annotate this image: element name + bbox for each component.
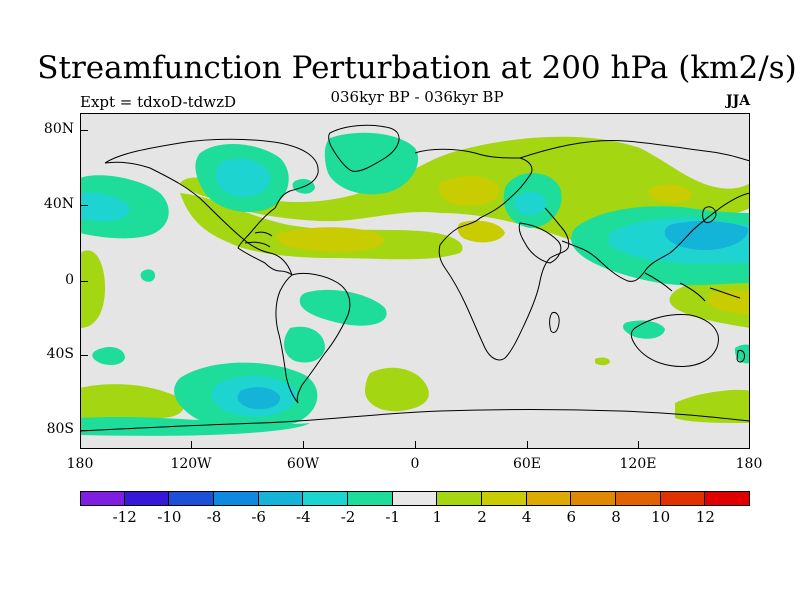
lon-label-0: 0 [410, 456, 420, 472]
contour-p2-mediterranean [457, 220, 505, 243]
coast-madagascar [549, 312, 560, 334]
contour-p1-west [80, 250, 105, 328]
contour-p2-australia [708, 290, 750, 315]
lat-tick [80, 205, 88, 206]
colorbar-label: 1 [432, 508, 443, 526]
lon-tick [749, 441, 750, 449]
colorbar-label: -4 [296, 508, 311, 526]
contour-p2-atlantic [276, 227, 384, 252]
lon-tick [80, 441, 81, 449]
lat-label-40n: 40N [43, 196, 74, 212]
coast-japan [702, 206, 717, 224]
lat-label-40s: 40S [46, 346, 74, 362]
contour-p1-south-pacific [80, 384, 184, 418]
lat-label-0: 0 [65, 272, 74, 288]
contour-n2-pacific-north [80, 192, 130, 222]
colorbar-cell [213, 491, 259, 506]
colorbar-cell [124, 491, 170, 506]
coast-south-america [275, 272, 351, 404]
contour-p1-south-atlantic [365, 367, 429, 412]
colorbar-cell [303, 491, 348, 506]
colorbar-label: -8 [206, 508, 222, 526]
colorbar-label: -10 [157, 508, 182, 526]
contour-n2-canada [215, 158, 271, 198]
contour-n1-se-tip [734, 344, 750, 364]
lat-tick [80, 430, 88, 431]
contour-n1-equatorial [299, 289, 387, 326]
page-title: Streamfunction Perturbation at 200 hPa (… [37, 50, 797, 86]
colorbar-label: 6 [566, 508, 577, 526]
colorbar [80, 491, 750, 506]
colorbar-cell [660, 491, 706, 506]
colorbar-label: -1 [385, 508, 400, 526]
coastlines [80, 124, 750, 432]
colorbar-cell [526, 491, 572, 506]
coast-europe-africa [414, 148, 570, 361]
lon-tick [638, 441, 639, 449]
lat-tick [80, 281, 88, 282]
coast-caribbean [244, 231, 273, 248]
contour-n1-indian [623, 320, 665, 339]
lon-label-180e: 180 [735, 456, 763, 472]
colorbar-label: 2 [477, 508, 487, 526]
contour-p1-south-east [675, 389, 750, 423]
coast-arabia [518, 222, 562, 264]
coast-southeast-asia [644, 272, 741, 302]
colorbar-label: -12 [112, 508, 137, 526]
colorbar-cell [705, 491, 750, 506]
colorbar-cell [80, 491, 125, 506]
colorbar-cell [169, 491, 214, 506]
colorbar-cell [571, 491, 616, 506]
map-plot [80, 113, 750, 449]
contour-n1-greenland [324, 132, 419, 195]
lon-tick [415, 441, 416, 449]
lon-label-60e: 60E [512, 456, 542, 472]
coast-asia [519, 139, 750, 282]
colorbar-cell [347, 491, 393, 506]
coast-greenland [328, 124, 400, 172]
colorbar-cell [615, 491, 661, 506]
contour-n1-pacific-south [92, 347, 125, 366]
contour-p1-south-small [595, 357, 610, 366]
lon-label-120e: 120E [619, 456, 657, 472]
colorbar-label: 8 [611, 508, 621, 526]
contour-n1-pacific-small [140, 269, 156, 282]
contour-n3-southern-pacific [237, 387, 281, 410]
contour-p2-east-asia [648, 184, 692, 203]
contour-p2-europe [438, 176, 500, 206]
colorbar-cell [481, 491, 527, 506]
colorbar-label: 12 [695, 508, 715, 526]
colorbar-cell [437, 491, 482, 506]
coast-new-zealand [736, 350, 745, 363]
colorbar-label: -2 [340, 508, 356, 526]
experiment-label: Expt = tdxoD-tdwzD [80, 93, 237, 111]
colorbar-label: 4 [521, 508, 532, 526]
lat-tick [80, 355, 88, 356]
contour-n1-southern-ocean [80, 416, 310, 436]
contour-n3-west-pacific [664, 221, 749, 251]
lat-label-80s: 80S [46, 421, 74, 437]
coast-australia [630, 314, 719, 367]
colorbar-cell [258, 491, 304, 506]
coast-antarctica [80, 409, 750, 432]
period-label: 036kyr BP - 036kyr BP [330, 88, 504, 106]
negative-contours [80, 132, 750, 436]
lat-tick [80, 130, 88, 131]
lon-tick [527, 441, 528, 449]
lon-label-60w: 60W [286, 456, 320, 472]
season-label: JJA [726, 93, 751, 109]
contour-n1-south-america [283, 326, 325, 363]
lat-label-80n: 80N [43, 121, 74, 137]
lon-tick [303, 441, 304, 449]
lon-label-180w: 180 [66, 456, 94, 472]
colorbar-label: 10 [651, 508, 671, 526]
colorbar-cell [392, 491, 438, 506]
coast-north-america [104, 138, 319, 276]
lon-tick [191, 441, 192, 449]
colorbar-label: -6 [251, 508, 266, 526]
lon-label-120w: 120W [170, 456, 212, 472]
contour-n2-asia [514, 191, 547, 216]
